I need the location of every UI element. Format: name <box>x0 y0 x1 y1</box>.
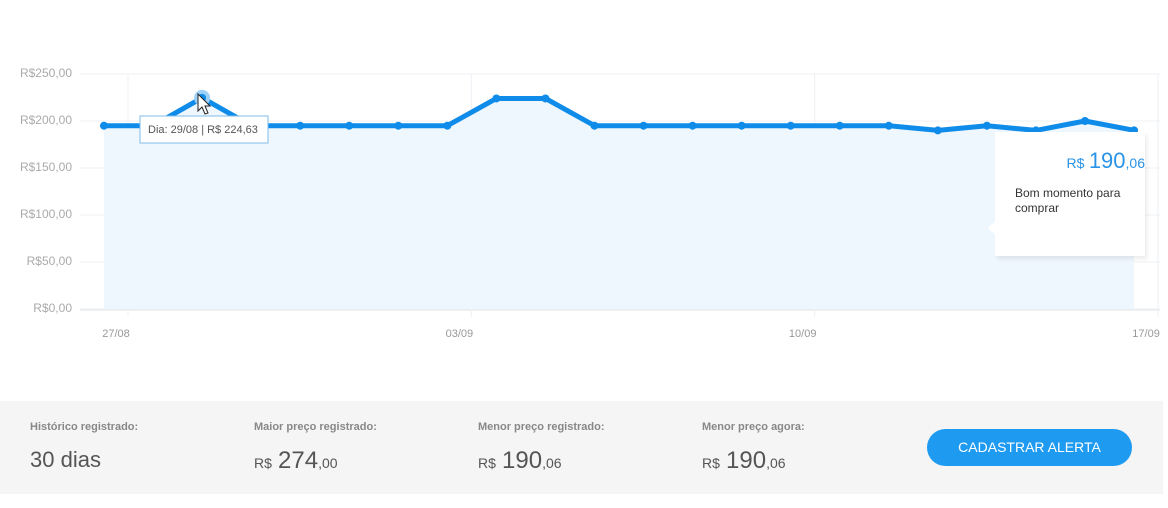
point <box>884 121 893 130</box>
point <box>639 121 648 130</box>
annotation-text: Bom momento para comprar <box>1015 186 1121 215</box>
cents: ,06 <box>1125 155 1145 171</box>
point <box>1081 117 1089 125</box>
tooltip-box <box>139 115 269 144</box>
tooltip-text: Dia: 29/08 | R$ 224,63 <box>148 124 258 136</box>
summary-item: Histórico registrado: 30 dias <box>30 421 138 473</box>
point <box>345 121 354 130</box>
currency: R$ <box>702 455 720 471</box>
currency: R$ <box>478 455 496 471</box>
summary-item: Menor preço registrado: R$ 190,06 <box>478 421 605 475</box>
point <box>933 126 942 135</box>
point <box>394 121 403 130</box>
summary-value: 30 dias <box>30 447 101 472</box>
chart: R$0,00R$50,00R$100,00R$150,00R$200,00R$2… <box>20 66 1160 340</box>
annotation-price: R$ 190,06 <box>1041 148 1145 174</box>
summary-item: Menor preço agora: R$ 190,06 <box>702 421 805 475</box>
point <box>590 121 599 130</box>
point <box>296 121 305 130</box>
summary-label: Histórico registrado: <box>30 421 139 433</box>
y-tick-label: R$150,00 <box>20 160 72 174</box>
summary-bar: Histórico registrado: 30 dias Maior preç… <box>0 401 1163 494</box>
currency: R$ <box>1066 155 1085 171</box>
y-tick-label: R$200,00 <box>20 113 72 127</box>
x-tick-label: 17/09 <box>1132 328 1160 340</box>
integer: 190 <box>1088 148 1126 173</box>
area <box>104 97 1135 309</box>
point <box>737 121 746 130</box>
point <box>492 94 501 103</box>
x-tick-label: 27/08 <box>102 328 130 340</box>
alert-button[interactable]: CADASTRAR ALERTA <box>927 429 1132 466</box>
summary-value: R$ 190,06 <box>702 447 805 475</box>
y-tick-label: R$0,00 <box>33 301 72 315</box>
summary-label: Menor preço registrado: <box>478 421 605 433</box>
point <box>688 121 697 130</box>
cents: ,06 <box>766 455 786 471</box>
summary-label: Maior preço registrado: <box>254 421 377 433</box>
summary-value: R$ 190,06 <box>478 447 605 475</box>
integer: 190 <box>726 447 767 474</box>
price-annotation: R$ 190,06 Bom momento para comprar <box>995 132 1145 256</box>
cents: ,06 <box>542 455 562 471</box>
integer: 190 <box>502 447 543 474</box>
summary-value: R$ 274,00 <box>254 447 377 475</box>
point <box>100 121 108 130</box>
point <box>541 94 550 103</box>
point <box>443 121 452 130</box>
summary-item: Maior preço registrado: R$ 274,00 <box>254 421 377 475</box>
x-tick-label: 10/09 <box>789 328 817 340</box>
y-tick-label: R$50,00 <box>27 254 73 268</box>
annotation-pointer <box>988 220 996 236</box>
point <box>786 121 795 130</box>
line <box>104 95 1135 133</box>
cents: ,00 <box>318 455 338 471</box>
y-tick-label: R$250,00 <box>20 66 72 80</box>
integer: 274 <box>278 447 319 474</box>
cursor <box>197 92 212 115</box>
tooltip: Dia: 29/08 | R$ 224,63 <box>139 115 269 144</box>
currency: R$ <box>254 455 272 471</box>
summary-label: Menor preço agora: <box>702 421 805 433</box>
x-tick-label: 03/09 <box>446 328 474 340</box>
y-tick-label: R$100,00 <box>20 207 72 221</box>
point <box>982 121 991 130</box>
point <box>835 121 844 130</box>
